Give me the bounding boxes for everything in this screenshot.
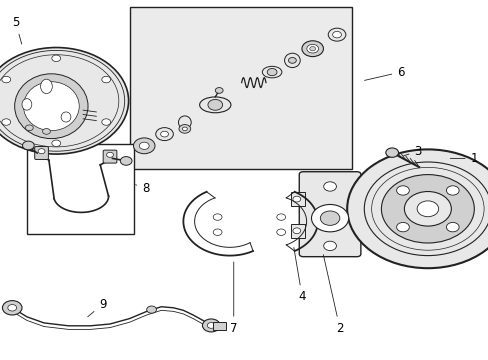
Circle shape: [2, 76, 11, 83]
Circle shape: [416, 201, 438, 217]
Circle shape: [320, 211, 339, 225]
Bar: [212, 322, 226, 330]
Text: 1: 1: [449, 152, 477, 165]
Text: 2: 2: [323, 255, 343, 335]
Circle shape: [155, 128, 173, 140]
Circle shape: [2, 301, 22, 315]
Bar: [129, 7, 351, 169]
Circle shape: [385, 148, 398, 157]
Ellipse shape: [262, 66, 281, 78]
Circle shape: [288, 58, 296, 63]
Ellipse shape: [22, 99, 32, 110]
Circle shape: [22, 141, 34, 150]
Text: 5: 5: [12, 16, 21, 44]
Circle shape: [311, 204, 348, 232]
Circle shape: [133, 138, 155, 154]
Bar: [27, 144, 134, 234]
Circle shape: [306, 44, 318, 53]
Circle shape: [215, 87, 223, 93]
Bar: [290, 224, 304, 238]
Circle shape: [276, 214, 285, 220]
Bar: [290, 192, 304, 206]
Ellipse shape: [23, 82, 79, 131]
FancyBboxPatch shape: [103, 150, 117, 163]
Circle shape: [396, 222, 408, 232]
Circle shape: [182, 127, 187, 131]
Circle shape: [346, 149, 488, 268]
Circle shape: [42, 129, 50, 134]
Circle shape: [381, 175, 473, 243]
Circle shape: [396, 186, 408, 195]
Circle shape: [323, 182, 336, 191]
Ellipse shape: [199, 97, 230, 113]
Text: 4: 4: [293, 248, 305, 303]
Circle shape: [207, 99, 222, 110]
Circle shape: [327, 28, 345, 41]
Circle shape: [213, 214, 222, 220]
Circle shape: [266, 68, 276, 76]
Circle shape: [102, 76, 110, 83]
Circle shape: [139, 142, 149, 149]
Circle shape: [446, 186, 458, 195]
Circle shape: [301, 41, 323, 57]
Text: 8: 8: [135, 183, 149, 195]
Text: 7: 7: [229, 262, 237, 335]
FancyBboxPatch shape: [299, 172, 360, 257]
Circle shape: [38, 149, 45, 154]
Circle shape: [25, 125, 33, 131]
Circle shape: [179, 125, 190, 133]
Ellipse shape: [178, 116, 191, 129]
Text: 9: 9: [87, 298, 106, 317]
Circle shape: [202, 319, 220, 332]
Circle shape: [292, 228, 300, 234]
Text: 6: 6: [364, 66, 404, 80]
Circle shape: [0, 48, 128, 154]
Circle shape: [2, 119, 11, 125]
Circle shape: [332, 31, 341, 38]
Circle shape: [207, 323, 215, 328]
Circle shape: [276, 229, 285, 235]
Ellipse shape: [61, 112, 71, 122]
Text: 3: 3: [403, 145, 421, 158]
Ellipse shape: [284, 53, 300, 68]
Circle shape: [146, 306, 156, 313]
FancyBboxPatch shape: [35, 147, 48, 159]
Circle shape: [52, 55, 61, 62]
Circle shape: [323, 241, 336, 251]
Circle shape: [213, 229, 222, 235]
Circle shape: [102, 119, 110, 125]
Ellipse shape: [41, 79, 52, 94]
Circle shape: [52, 140, 61, 147]
Circle shape: [8, 305, 17, 311]
Circle shape: [160, 131, 168, 137]
Circle shape: [404, 192, 450, 226]
Circle shape: [292, 196, 300, 202]
Ellipse shape: [15, 74, 88, 139]
Circle shape: [309, 46, 315, 51]
Circle shape: [120, 157, 132, 165]
Circle shape: [446, 222, 458, 232]
Circle shape: [106, 152, 113, 157]
